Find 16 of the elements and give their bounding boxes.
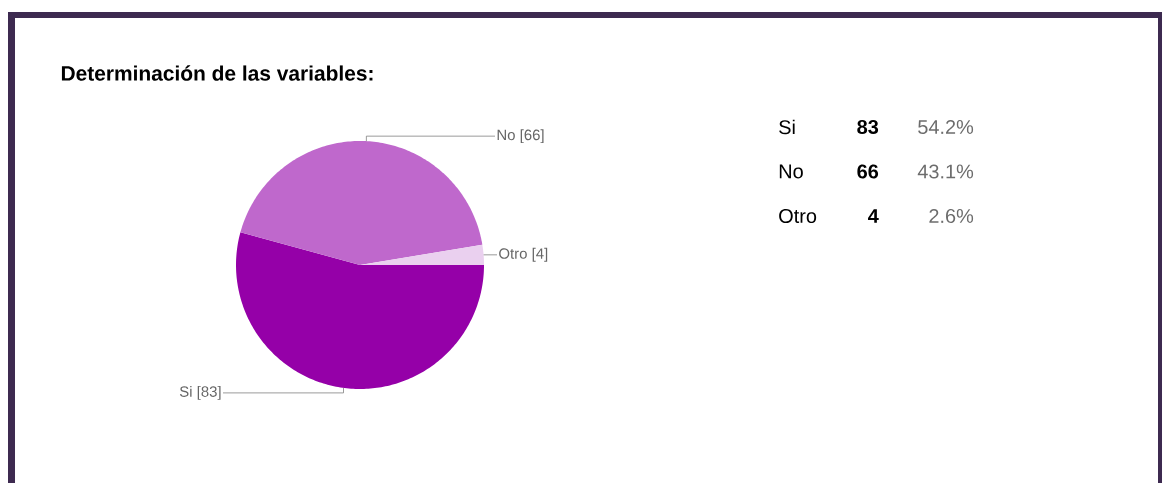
- chart-title: Determinación de las variables:: [61, 65, 373, 81]
- category-label: No: [779, 164, 803, 179]
- slice-label: Si: [179, 385, 192, 397]
- text: 2.6%: [929, 208, 974, 224]
- text: 54.2%: [918, 119, 974, 135]
- slice-label: Otro: [499, 248, 527, 259]
- data-label: [4]: [532, 247, 548, 262]
- slice-label: No: [497, 129, 515, 141]
- data-label: [83]: [197, 385, 221, 400]
- category-label: Si: [779, 119, 795, 135]
- category-label: Otro: [779, 208, 817, 224]
- data-label: [66]: [520, 129, 544, 144]
- text: 83: [857, 119, 879, 135]
- text: 43.1%: [917, 164, 974, 179]
- text: 4: [868, 209, 879, 223]
- text: 66: [857, 164, 879, 179]
